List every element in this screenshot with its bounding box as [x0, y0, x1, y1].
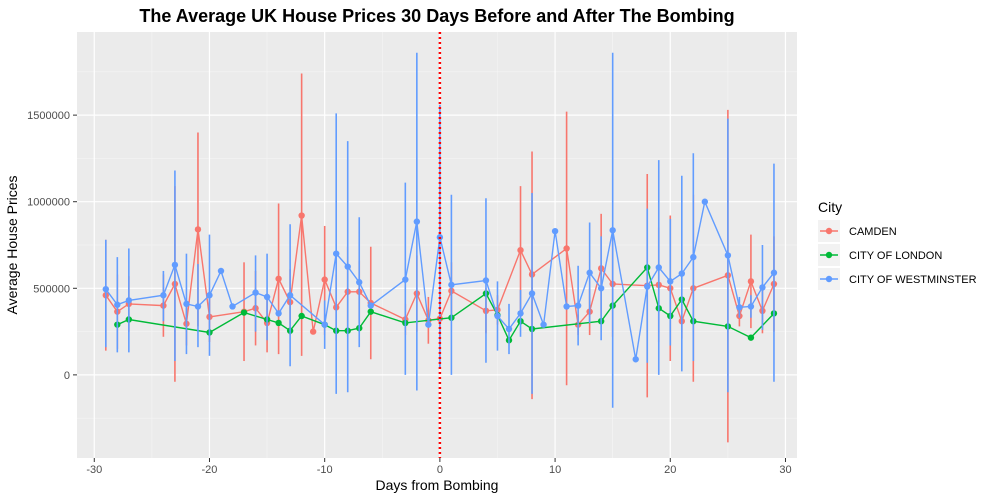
data-point: [494, 312, 501, 320]
data-point: [125, 297, 133, 304]
legend-key-point: [825, 275, 833, 283]
x-tick-label: -30: [86, 464, 102, 476]
data-point: [747, 278, 755, 285]
data-point: [759, 284, 766, 291]
data-point: [321, 276, 328, 283]
data-point: [505, 325, 513, 333]
y-tick-label: 0: [64, 370, 70, 382]
x-tick-label: -10: [317, 464, 333, 476]
data-point: [574, 302, 582, 309]
data-point: [655, 264, 662, 271]
data-point: [298, 312, 305, 320]
data-point: [413, 218, 421, 225]
legend-key-point: [825, 227, 833, 235]
y-tick-label: 1000000: [27, 197, 70, 209]
data-point: [770, 269, 778, 276]
data-point: [102, 285, 110, 293]
x-axis: -30 -20 -10 0 10 20 30: [86, 458, 792, 476]
data-point: [309, 328, 317, 335]
data-point: [367, 308, 374, 315]
series-layer: [102, 52, 778, 443]
data-point: [298, 212, 305, 219]
data-point: [286, 292, 294, 299]
data-point: [517, 246, 524, 254]
legend-key-point: [825, 251, 833, 259]
y-tick-label: 1500000: [27, 110, 70, 122]
data-point: [632, 356, 639, 363]
data-point: [344, 263, 351, 270]
data-point: [609, 227, 616, 234]
y-tick-label: 500000: [33, 283, 70, 295]
data-point: [402, 276, 409, 283]
series-city-of-westminster: [102, 52, 778, 408]
data-point: [183, 300, 190, 308]
data-point: [551, 227, 559, 235]
grid-minor: [77, 32, 797, 458]
x-axis-label: Days from Bombing: [376, 477, 499, 493]
data-point: [540, 321, 547, 328]
x-tick-label: 0: [437, 464, 443, 476]
data-point: [586, 269, 593, 276]
x-tick-label: 20: [664, 464, 676, 476]
data-point: [217, 267, 225, 275]
data-point: [367, 302, 374, 309]
data-point: [724, 252, 732, 259]
legend-label: CITY OF WESTMINSTER: [849, 274, 977, 286]
y-axis: 0 500000 1000000 1500000: [27, 110, 77, 382]
y-axis-label: Average House Prices: [4, 175, 20, 314]
data-point: [747, 303, 755, 310]
data-point: [160, 292, 167, 299]
data-point: [206, 292, 213, 299]
x-tick-label: 30: [779, 464, 791, 476]
data-point: [563, 303, 570, 310]
data-point: [690, 253, 697, 261]
data-point: [240, 309, 248, 316]
legend-label: CAMDEN: [849, 226, 897, 238]
data-point: [747, 334, 755, 341]
data-point: [275, 275, 282, 282]
data-point: [482, 277, 490, 284]
x-tick-label: -20: [202, 464, 218, 476]
data-point: [644, 283, 651, 290]
data-point: [678, 270, 685, 277]
data-point: [114, 301, 121, 308]
data-point: [597, 285, 605, 292]
data-point: [563, 245, 570, 252]
data-point: [252, 289, 259, 296]
data-point: [667, 278, 674, 285]
data-point: [229, 303, 236, 310]
data-point: [701, 198, 709, 205]
data-point: [275, 310, 282, 317]
data-point: [528, 290, 536, 297]
data-point: [194, 226, 202, 233]
x-tick-label: 10: [549, 464, 561, 476]
data-point: [736, 304, 743, 311]
data-point: [194, 303, 202, 310]
data-point: [321, 321, 328, 328]
chart-title: The Average UK House Prices 30 Days Befo…: [139, 6, 734, 26]
data-point: [356, 279, 363, 286]
data-point: [275, 319, 282, 327]
data-point: [263, 293, 271, 301]
data-point: [425, 321, 432, 328]
legend-label: CITY OF LONDON: [849, 250, 942, 262]
data-point: [517, 310, 524, 317]
data-point: [171, 261, 179, 269]
data-point: [333, 250, 340, 257]
legend: City CAMDEN CITY OF LONDON CITY OF WESTMIN…: [818, 199, 977, 290]
legend-title: City: [818, 199, 842, 215]
data-point: [448, 281, 455, 289]
